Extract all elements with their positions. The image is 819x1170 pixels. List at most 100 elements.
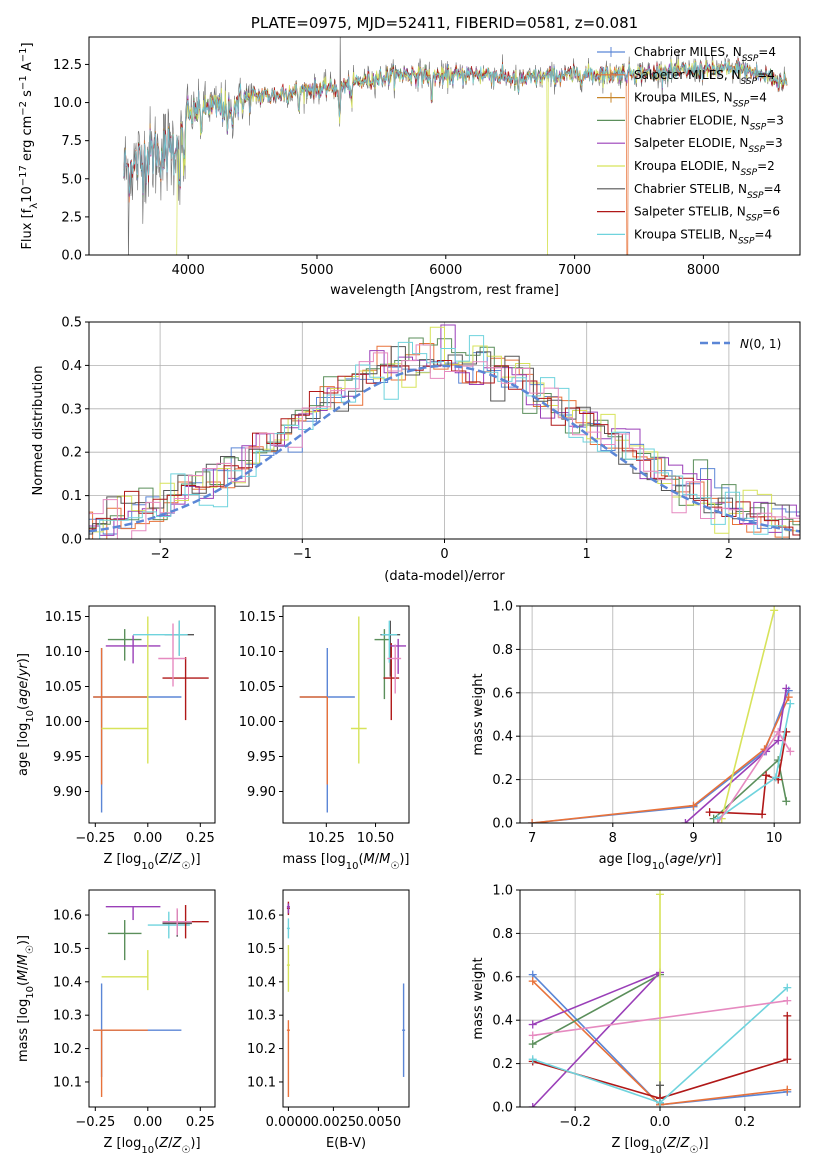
- label-part: Z [log: [611, 1136, 649, 1151]
- legend-nssp: =4: [758, 45, 776, 59]
- histogram-series: [89, 346, 800, 539]
- y-tick-label: 12.5: [53, 58, 82, 73]
- label-part: age: [16, 681, 31, 705]
- y-tick-label: 10.5: [247, 942, 276, 957]
- x-axis-label: Z [log10(Z/Z☉)]: [103, 852, 200, 872]
- weight-series-line: [532, 973, 661, 1045]
- y-tick-label: 0.2: [492, 773, 513, 788]
- x-tick-label: 7: [528, 831, 536, 846]
- label-part: age [log: [599, 852, 652, 867]
- y-tick-label: 10.1: [53, 1075, 82, 1090]
- legend-nssp: =4: [749, 91, 767, 105]
- legend-nssp: =3: [765, 136, 783, 150]
- age_vs_Z-frame: [88, 605, 216, 824]
- y-tick-label: 0.5: [61, 316, 82, 331]
- x-tick-label: −0.2: [559, 1115, 591, 1130]
- y-tick-label: 0.3: [61, 402, 82, 417]
- y-tick-label: 10.6: [247, 909, 276, 924]
- histogram-series: [89, 324, 800, 536]
- label-part: M: [379, 852, 390, 867]
- legend-name: Salpeter MILES, N: [634, 68, 741, 82]
- y-tick-label: 9.90: [247, 785, 276, 800]
- mass_vs_ebv-axes: 0.0000 0.0025 0.0050 10.1 10.2 10.3 10.4 10.5 10…: [247, 901, 406, 1130]
- label-part: )]: [698, 1136, 708, 1151]
- y-tick-label: 10.2: [247, 1042, 276, 1057]
- age_vs_mass-axes: 10.25 10.50 9.90 9.95 10.00 10.05 10.10 10.15: [239, 610, 407, 846]
- legend-label: Salpeter STELIB, NSSP=6: [634, 205, 780, 224]
- y-tick-label: 10.5: [53, 942, 82, 957]
- legend-label: Kroupa ELODIE, NSSP=2: [634, 159, 775, 178]
- label-part: s: [20, 90, 35, 101]
- y-tick-label: 9.90: [53, 785, 82, 800]
- label-part: ☉: [181, 861, 190, 872]
- y-tick-label: 10.05: [239, 680, 276, 695]
- label-part: erg cm: [20, 116, 35, 165]
- x-tick-label: 0.00: [133, 1115, 162, 1130]
- label-part: mass [log: [283, 852, 346, 867]
- label-part: 10: [25, 986, 36, 999]
- y-axis-label: age [log10(age/yr)]: [16, 653, 36, 776]
- label-part: ]: [20, 42, 35, 47]
- legend-nssp: =4: [754, 227, 772, 241]
- y-tick-label: 10.4: [53, 975, 82, 990]
- legend-sub: SSP: [733, 100, 750, 110]
- label-part: /: [16, 965, 31, 970]
- legend-name: Kroupa MILES, N: [634, 91, 733, 105]
- mass_vs_Z-plot-area: [93, 905, 209, 1097]
- weight-series-line: [532, 1015, 789, 1100]
- label-part: M: [16, 970, 31, 981]
- label-part: mass [log: [16, 999, 31, 1062]
- label-part: A: [20, 62, 35, 75]
- y-tick-label: 0.0: [492, 1101, 513, 1116]
- legend-name: Salpeter ELODIE, N: [634, 136, 748, 150]
- y-tick-label: 0.0: [61, 249, 82, 264]
- x-axis-label: mass [log10(M/M☉)]: [283, 852, 410, 872]
- label-part: /: [676, 1136, 681, 1151]
- weight_vs_Z-plot-area: [528, 890, 792, 1107]
- x-tick-label: 5000: [300, 263, 333, 278]
- label-part: 10: [141, 1145, 154, 1156]
- x-axis-label: wavelength [Angstrom, rest frame]: [330, 283, 559, 298]
- x-tick-label: 9: [689, 831, 697, 846]
- legend-sub: SSP: [746, 214, 763, 224]
- age_vs_Z-axes: −0.25 0.00 0.25 9.90 9.95 10.00 10.05 10.10 10.1…: [45, 610, 215, 846]
- y-tick-label: 1.0: [492, 884, 513, 899]
- x-axis-label: E(B-V): [326, 1136, 366, 1151]
- y-tick-label: 0.2: [61, 446, 82, 461]
- label-part: /: [694, 852, 699, 867]
- legend-name: Kroupa ELODIE, N: [634, 159, 741, 173]
- label-part: −2: [18, 101, 29, 116]
- histogram-series: [89, 335, 800, 539]
- legend-name: Chabrier MILES, N: [634, 45, 742, 59]
- label-part: ☉: [25, 945, 36, 954]
- x-tick-label: 0.0050: [356, 1115, 402, 1130]
- y-tick-label: 10.05: [45, 680, 82, 695]
- x-tick-label: −1: [293, 547, 312, 562]
- y-tick-label: 10.2: [53, 1042, 82, 1057]
- y-tick-label: 10.15: [239, 610, 276, 625]
- legend-nssp: =6: [762, 205, 780, 219]
- label-part: )]: [190, 1136, 200, 1151]
- y-axis-label: Flux [fλ10−17 erg cm−2 s−1 A−1]: [18, 42, 40, 249]
- weight_vs_age-plot-area: [528, 606, 795, 823]
- x-tick-label: 0.25: [186, 831, 215, 846]
- x-axis-label: (data-model)/error: [384, 569, 505, 584]
- histogram-series: [89, 343, 800, 539]
- label-part: 10: [649, 1145, 662, 1156]
- x-tick-label: −0.25: [75, 1115, 115, 1130]
- weight-series-line: [532, 690, 790, 823]
- label-part: /: [375, 852, 380, 867]
- y-tick-label: 10.0: [53, 96, 82, 111]
- legend-sub: SSP: [741, 77, 758, 87]
- legend-sub: SSP: [741, 168, 758, 178]
- x-tick-label: 2: [725, 547, 733, 562]
- label-part: /: [16, 676, 31, 681]
- mass_vs_Z-axes: −0.25 0.00 0.25 10.1 10.2 10.3 10.4 10.5 10.6: [53, 905, 215, 1130]
- legend-label: Chabrier STELIB, NSSP=4: [634, 182, 781, 201]
- label-part: 10: [20, 186, 35, 203]
- x-tick-label: −2: [151, 547, 170, 562]
- label-part: ☉: [689, 1145, 698, 1156]
- label-part: /: [168, 1136, 173, 1151]
- legend-label: Salpeter ELODIE, NSSP=3: [634, 136, 783, 155]
